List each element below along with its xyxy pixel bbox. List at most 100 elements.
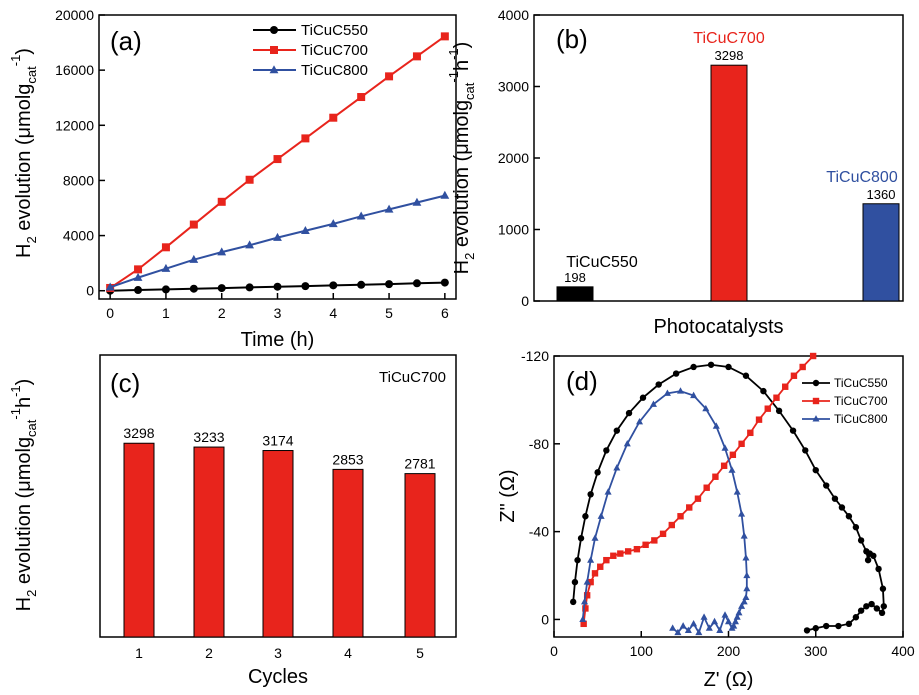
bar-value-label: 3298 <box>123 425 154 441</box>
bar-value-label: 3298 <box>715 48 744 63</box>
legend-entry: TiCuC700 <box>802 394 888 408</box>
data-point <box>690 391 698 399</box>
x-tick-label: 300 <box>804 643 828 659</box>
data-point <box>587 491 594 498</box>
data-point <box>582 605 589 612</box>
data-point <box>875 565 882 573</box>
data-point <box>603 556 610 564</box>
data-point <box>217 284 226 293</box>
data-point <box>724 617 733 625</box>
category-label: TiCuC700 <box>693 30 765 47</box>
data-point <box>712 422 720 429</box>
series-TiCuC700 <box>580 352 817 628</box>
bar-value-label: 198 <box>564 270 586 285</box>
data-point <box>790 372 798 379</box>
data-point <box>651 537 658 544</box>
data-point <box>161 285 170 294</box>
data-point <box>690 619 698 627</box>
data-point <box>583 578 591 585</box>
y-axis-label: H2 evolution (μmolgcat-1h-1) <box>8 379 39 612</box>
panel-label: (d) <box>566 366 598 396</box>
data-point <box>301 282 310 291</box>
y-tick-label: 4000 <box>63 228 94 244</box>
data-point <box>587 578 594 586</box>
data-point <box>705 624 713 631</box>
data-point <box>809 352 817 360</box>
bar-cycle-1 <box>123 442 155 638</box>
bar-cycle-2 <box>193 446 225 638</box>
data-point <box>747 429 754 437</box>
data-point <box>773 394 780 401</box>
y-tick-label: 2000 <box>498 150 529 166</box>
data-point <box>677 513 684 520</box>
series-line <box>109 194 446 289</box>
data-point <box>775 407 783 415</box>
data-point <box>385 72 394 81</box>
data-point <box>594 469 601 476</box>
panel-a-line-chart: 0 1 2 3 4 5 6 0 4000 8000 12000 16000 20000 Time (h) H… <box>8 7 457 351</box>
data-point <box>764 405 771 412</box>
data-point <box>835 622 842 630</box>
data-point <box>571 578 579 586</box>
data-point <box>676 387 685 394</box>
data-point <box>803 627 811 634</box>
bar-cycle-4 <box>332 468 364 638</box>
data-point <box>273 282 282 291</box>
data-point <box>440 190 450 199</box>
data-point <box>613 427 621 434</box>
x-tick-label: 4 <box>329 305 337 321</box>
data-point <box>635 418 644 425</box>
data-point <box>580 620 587 628</box>
data-point <box>857 537 865 544</box>
data-point <box>728 624 736 631</box>
data-point <box>583 592 591 599</box>
y-tick-label: -80 <box>529 436 549 452</box>
x-tick-label: 200 <box>717 643 741 659</box>
data-point <box>703 484 710 491</box>
data-point <box>740 598 748 605</box>
x-axis-label: Z' (Ω) <box>704 669 754 691</box>
x-tick-label: 3 <box>274 645 282 661</box>
data-point <box>217 247 227 256</box>
data-point <box>684 626 692 633</box>
data-point <box>738 440 745 448</box>
data-point <box>721 611 729 618</box>
legend-marker <box>270 26 278 34</box>
data-point <box>273 155 282 164</box>
data-point <box>639 394 647 401</box>
data-point <box>655 381 662 388</box>
bar-value-label: 1360 <box>867 187 896 202</box>
data-point <box>301 134 310 143</box>
legend-label: TiCuC800 <box>834 412 888 426</box>
data-point <box>863 603 870 610</box>
data-point <box>245 283 254 292</box>
data-point <box>880 603 888 610</box>
data-point <box>582 513 589 520</box>
data-point <box>852 524 860 531</box>
bar-value-label: 2781 <box>404 456 435 472</box>
data-point <box>674 628 682 636</box>
y-tick-label: 20000 <box>55 7 94 23</box>
x-tick-label: 5 <box>416 645 424 661</box>
data-point <box>742 593 750 601</box>
legend-label: TiCuC550 <box>301 22 368 39</box>
x-tick-label: 400 <box>891 643 915 659</box>
data-point <box>273 232 282 241</box>
y-tick-label: 0 <box>521 293 529 309</box>
data-point <box>610 552 617 559</box>
data-point <box>852 614 860 621</box>
data-point <box>597 512 605 519</box>
legend-entry: TiCuC550 <box>802 376 888 390</box>
data-point <box>799 363 806 371</box>
x-tick-label: 0 <box>550 643 558 659</box>
bar-value-label: 3233 <box>193 429 224 445</box>
data-point <box>587 556 595 563</box>
data-point <box>189 220 198 229</box>
data-point <box>134 265 143 274</box>
legend-entry: TiCuC550 <box>253 22 368 39</box>
data-point <box>742 372 750 379</box>
data-point <box>574 556 581 564</box>
data-point <box>245 240 255 249</box>
series-line <box>581 390 748 635</box>
data-point <box>581 598 589 605</box>
